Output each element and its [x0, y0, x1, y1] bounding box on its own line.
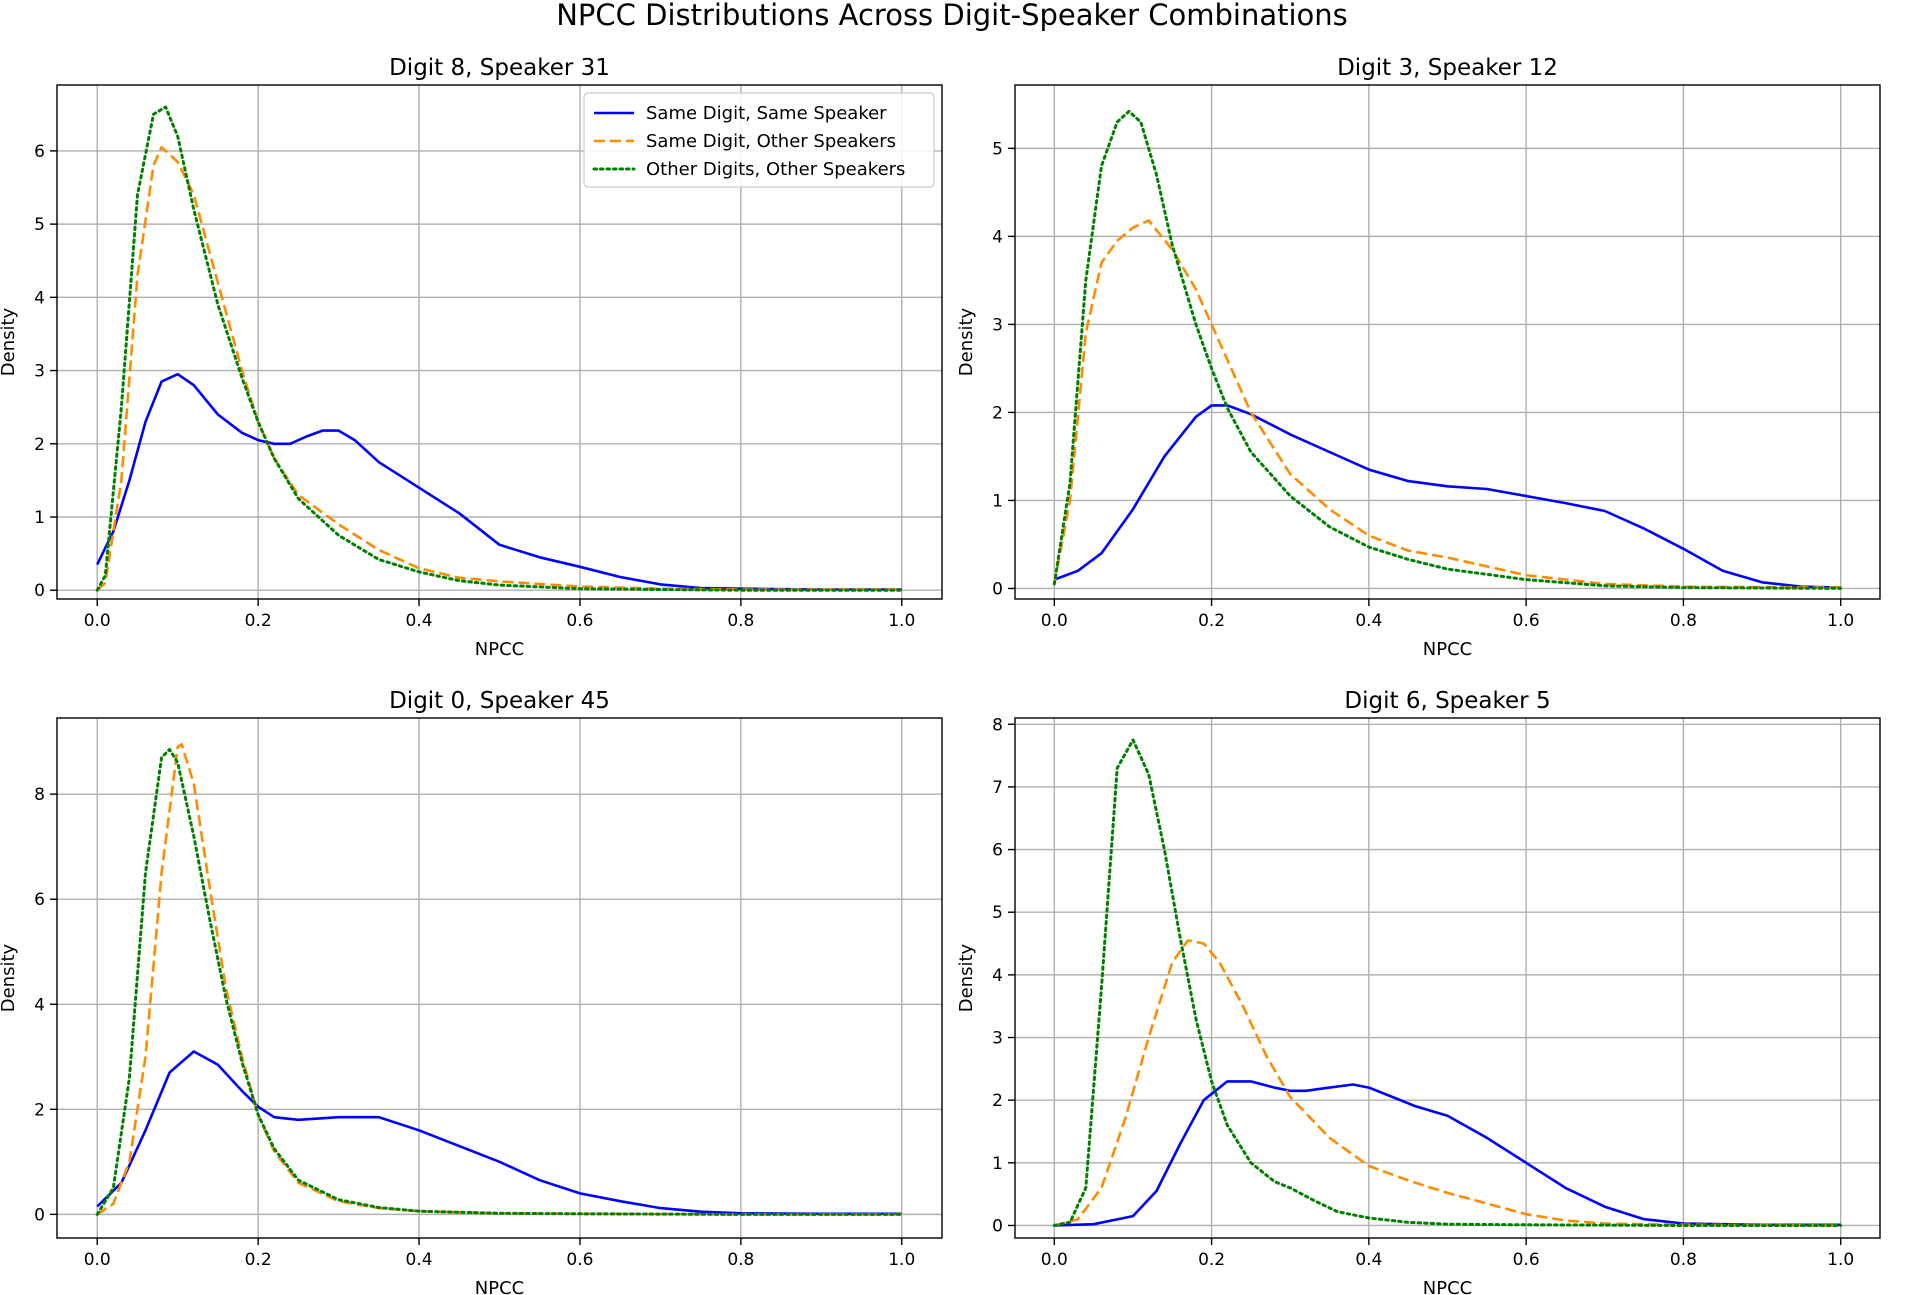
series-line-3: [1052, 109, 1843, 590]
x-tick-label: 1.0: [888, 1250, 915, 1270]
y-tick-label: 1: [992, 491, 1003, 511]
series-line-2: [1053, 939, 1841, 1227]
series-line-2: [1053, 219, 1841, 589]
y-tick-label: 2: [34, 435, 45, 455]
y-tick-label: 4: [992, 227, 1003, 247]
y-tick-label: 1: [34, 508, 45, 528]
x-axis-label: NPCC: [475, 1278, 524, 1295]
x-tick-label: 0.0: [1041, 1250, 1068, 1270]
y-axis-label: Density: [956, 943, 977, 1012]
legend-entry-label: Same Digit, Same Speaker: [646, 103, 887, 124]
y-tick-label: 6: [34, 890, 45, 910]
x-tick-label: 0.8: [1670, 1250, 1697, 1270]
y-axis-label: Density: [956, 307, 977, 376]
y-tick-label: 3: [34, 362, 45, 382]
x-tick-label: 0.0: [84, 1250, 111, 1270]
x-tick-label: 1.0: [1827, 1250, 1854, 1270]
x-tick-label: 0.8: [727, 611, 754, 631]
y-tick-label: 0: [34, 581, 45, 601]
x-tick-label: 0.8: [1670, 611, 1697, 631]
x-axis-label: NPCC: [475, 639, 524, 660]
y-tick-label: 5: [34, 215, 45, 235]
figure-title: NPCC Distributions Across Digit-Speaker …: [556, 0, 1348, 32]
y-tick-label: 0: [992, 1216, 1003, 1236]
chart-panel-2: 0.0 0.2 0.4 0.6 0.8 1.0 0 1 2 3 4 5 Digit 3, Speaker…: [956, 55, 1881, 660]
legend: Same Digit, Same Speaker Same Digit, Othe…: [583, 92, 935, 188]
y-tick-label: 6: [992, 841, 1003, 861]
y-tick-label: 7: [992, 778, 1003, 798]
y-tick-label: 4: [34, 995, 45, 1015]
x-tick-label: 0.2: [1198, 611, 1225, 631]
series-line-3: [95, 748, 904, 1216]
chart-panel-4: 0.0 0.2 0.4 0.6 0.8 1.0 0 1 2 3 4 5 6 7 8 Digit 6, Spea…: [956, 688, 1881, 1295]
x-tick-label: 0.6: [566, 611, 593, 631]
x-tick-label: 0.4: [406, 611, 433, 631]
x-tick-label: 0.4: [1355, 1250, 1382, 1270]
legend-entry-label: Other Digits, Other Speakers: [646, 159, 905, 180]
y-tick-label: 3: [992, 1029, 1003, 1049]
series-line-2: [96, 145, 902, 592]
panel-title: Digit 6, Speaker 5: [1344, 688, 1550, 714]
y-tick-label: 0: [34, 1205, 45, 1225]
y-tick-label: 4: [34, 288, 45, 308]
y-axis-label: Density: [0, 307, 19, 376]
x-tick-label: 0.0: [1041, 611, 1068, 631]
plot-frame: [1014, 717, 1881, 1239]
x-tick-label: 0.4: [406, 1250, 433, 1270]
x-tick-label: 0.6: [1513, 1250, 1540, 1270]
y-tick-label: 4: [992, 966, 1003, 986]
x-tick-label: 0.0: [84, 611, 111, 631]
y-tick-label: 8: [992, 715, 1003, 735]
y-tick-label: 5: [992, 139, 1003, 159]
x-tick-label: 0.8: [727, 1250, 754, 1270]
y-tick-label: 8: [34, 785, 45, 805]
legend-entry-label: Same Digit, Other Speakers: [646, 131, 896, 152]
y-tick-label: 5: [992, 903, 1003, 923]
x-axis-label: NPCC: [1423, 639, 1472, 660]
x-tick-label: 0.2: [245, 1250, 272, 1270]
y-tick-label: 6: [34, 142, 45, 162]
x-tick-label: 0.6: [566, 1250, 593, 1270]
plot-frame: [56, 717, 943, 1239]
y-tick-label: 3: [992, 315, 1003, 335]
x-tick-label: 0.2: [1198, 1250, 1225, 1270]
chart-panel-3: 0.0 0.2 0.4 0.6 0.8 1.0 0 2 4 6 8 Digit 0, Speaker …: [0, 688, 943, 1295]
plot-frame: [1014, 84, 1881, 600]
legend-box: [583, 92, 935, 188]
x-axis-label: NPCC: [1423, 1278, 1472, 1295]
y-tick-label: 2: [992, 1091, 1003, 1111]
x-tick-label: 0.2: [245, 611, 272, 631]
y-tick-label: 2: [992, 403, 1003, 423]
y-tick-label: 2: [34, 1100, 45, 1120]
panel-title: Digit 3, Speaker 12: [1337, 55, 1558, 81]
chart-panel-1: 0.0 0.2 0.4 0.6 0.8 1.0 0 1 2 3 4 5 6 Digit 8, Speake…: [0, 55, 943, 660]
panel-title: Digit 8, Speaker 31: [389, 55, 610, 81]
y-tick-label: 0: [992, 579, 1003, 599]
series-line-1: [96, 1050, 902, 1216]
x-tick-label: 1.0: [1827, 611, 1854, 631]
panel-title: Digit 0, Speaker 45: [389, 688, 610, 714]
x-tick-label: 0.6: [1513, 611, 1540, 631]
x-tick-label: 1.0: [888, 611, 915, 631]
y-axis-label: Density: [0, 943, 19, 1012]
y-tick-label: 1: [992, 1154, 1003, 1174]
series-line-1: [96, 372, 902, 591]
series-line-3: [1052, 738, 1843, 1227]
x-tick-label: 0.4: [1355, 611, 1382, 631]
series-line-1: [1054, 1080, 1841, 1227]
series-line-3: [95, 105, 904, 592]
plot-frame: [56, 84, 943, 600]
series-line-1: [1053, 404, 1841, 589]
